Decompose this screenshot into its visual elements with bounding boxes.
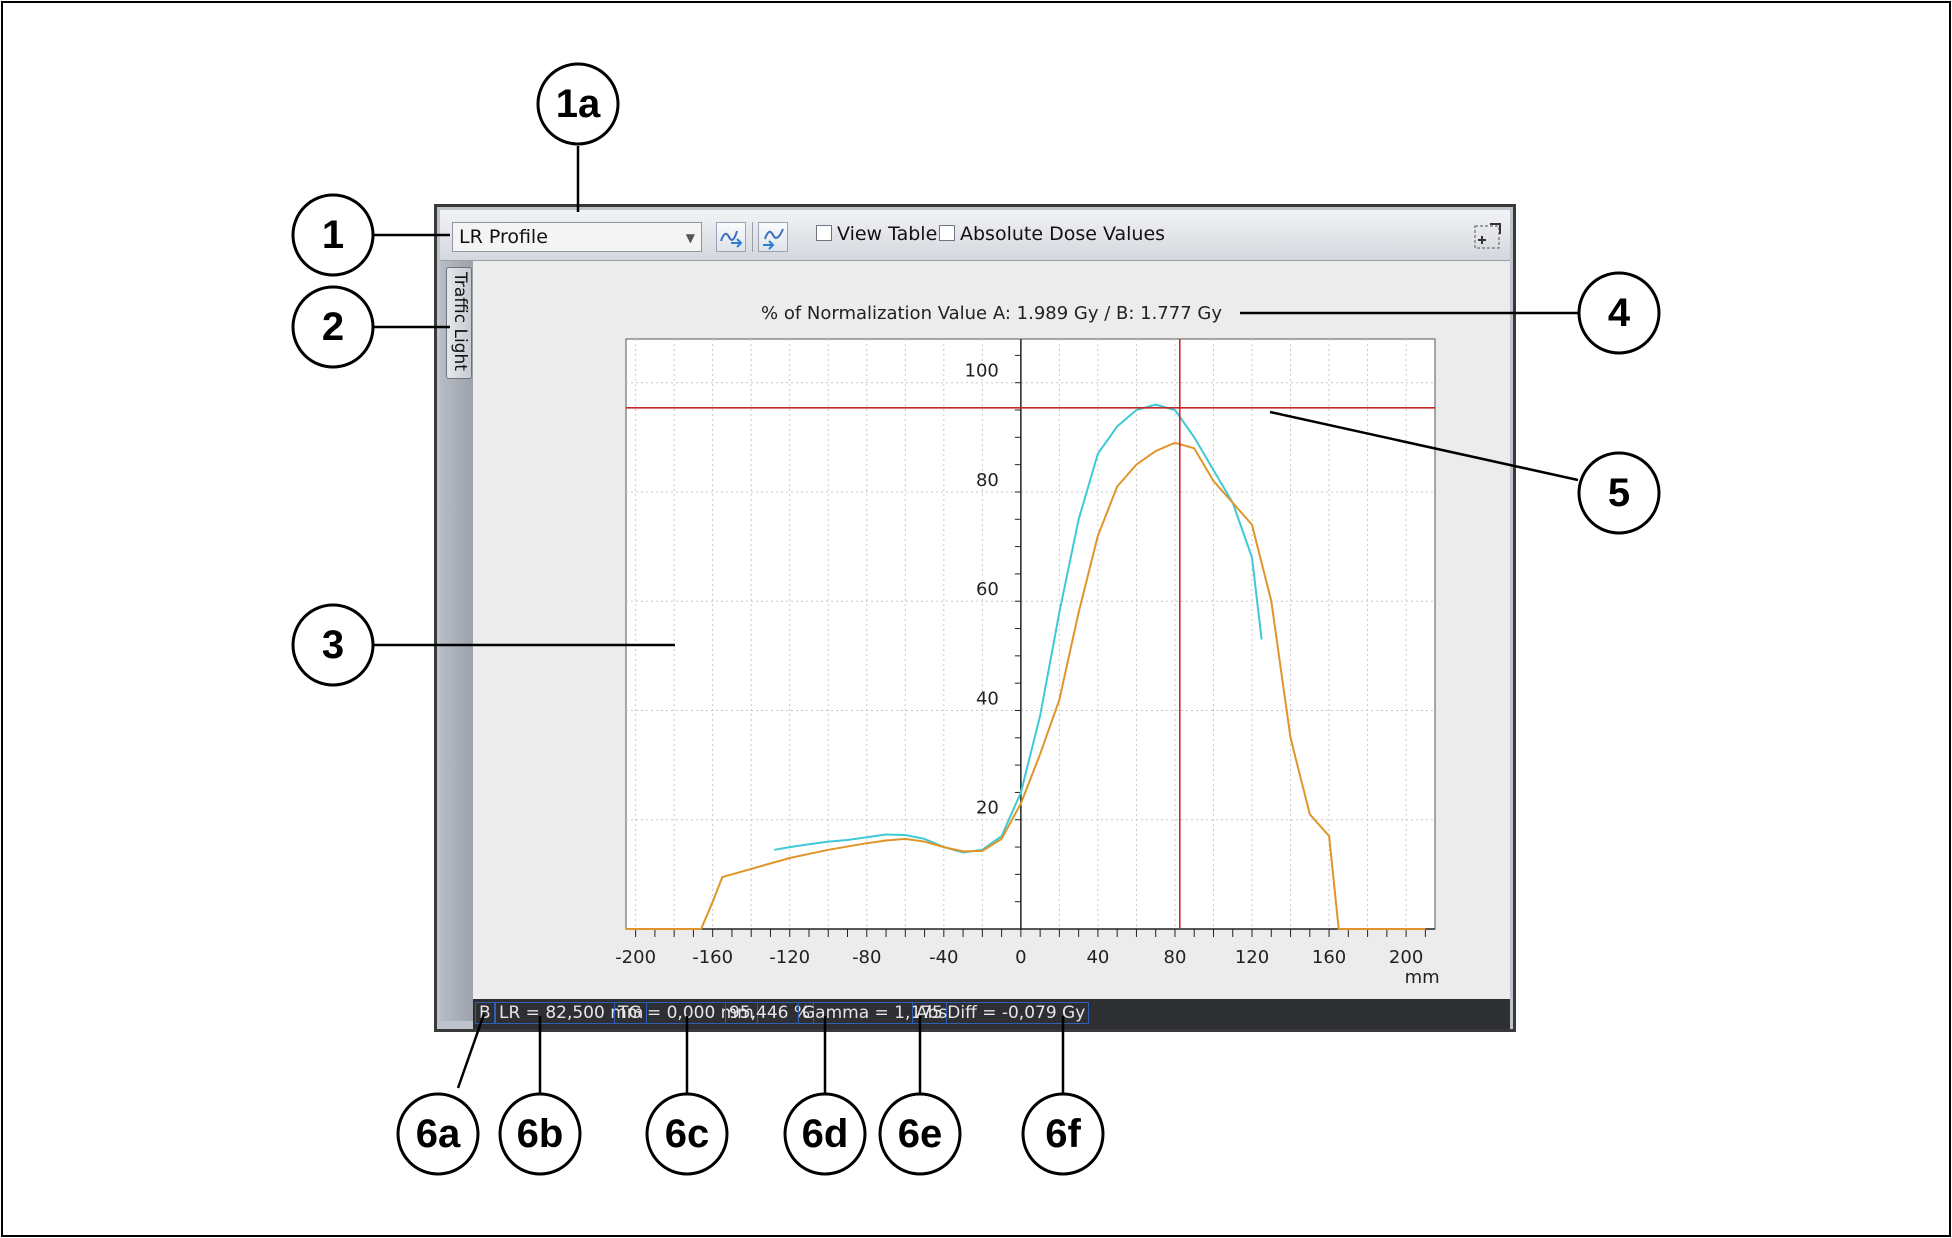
x-tick-label: -160 xyxy=(692,947,733,968)
x-tick-label: 200 xyxy=(1389,947,1423,968)
x-tick-label: -120 xyxy=(769,947,810,968)
y-tick-label: 20 xyxy=(976,798,999,819)
x-tick-label: 40 xyxy=(1086,947,1109,968)
x-tick-label: -200 xyxy=(615,947,656,968)
status-plan: B xyxy=(475,1002,495,1024)
status-lr: LR = 82,500 mm xyxy=(495,1002,648,1024)
profile-export-icon xyxy=(720,230,743,248)
x-tick-label: 160 xyxy=(1312,947,1346,968)
chevron-down-icon: ▼ xyxy=(685,231,695,245)
toolbar: LR Profile ▼ View Table Absolute Dose Va… xyxy=(440,210,1510,261)
y-tick-label: 40 xyxy=(976,688,999,709)
profile-type-value: LR Profile xyxy=(459,226,548,248)
y-tick-label: 80 xyxy=(976,470,999,491)
export-profile-button[interactable] xyxy=(716,222,746,252)
profile-line-b xyxy=(626,441,1426,930)
absolute-dose-checkbox[interactable] xyxy=(939,225,955,241)
profile-import-icon xyxy=(763,228,784,250)
x-tick-label: 80 xyxy=(1164,947,1187,968)
status-gamma: Gamma = 1,175 xyxy=(798,1002,947,1024)
x-tick-label: 120 xyxy=(1235,947,1269,968)
profile-type-dropdown[interactable]: LR Profile ▼ xyxy=(452,222,702,252)
profile-line-a xyxy=(774,403,1263,854)
view-table-label: View Table xyxy=(837,223,938,245)
plot-area xyxy=(625,338,1436,930)
profile-viewer-window: LR Profile ▼ View Table Absolute Dose Va… xyxy=(434,204,1516,1032)
x-tick-label: 0 xyxy=(1015,947,1026,968)
traffic-light-tab-label: Traffic Light xyxy=(450,272,470,371)
undock-button[interactable] xyxy=(1472,220,1502,250)
y-tick-label: 60 xyxy=(976,579,999,600)
y-tick-label: 100 xyxy=(965,361,999,382)
x-axis-unit: mm xyxy=(1405,967,1440,988)
side-tab-strip xyxy=(440,261,473,1021)
plot-panel: % of Normalization Value A: 1.989 Gy / B… xyxy=(473,261,1510,999)
traffic-light-tab[interactable]: Traffic Light xyxy=(446,267,472,379)
x-tick-label: -80 xyxy=(852,947,881,968)
status-percent: 95,446 % xyxy=(725,1002,815,1024)
import-profile-button[interactable] xyxy=(758,222,788,252)
view-table-checkbox[interactable] xyxy=(816,225,832,241)
normalization-label: % of Normalization Value A: 1.989 Gy / B… xyxy=(761,303,1222,324)
status-absdiff: AbsDiff = -0,079 Gy xyxy=(912,1002,1090,1024)
status-bar: B LR = 82,500 mm TG = 0,000 mm 95,446 % … xyxy=(473,999,1510,1029)
absolute-dose-label: Absolute Dose Values xyxy=(960,223,1166,245)
toolbar-separator xyxy=(752,222,753,252)
undock-icon xyxy=(1474,223,1501,249)
x-tick-label: -40 xyxy=(929,947,958,968)
